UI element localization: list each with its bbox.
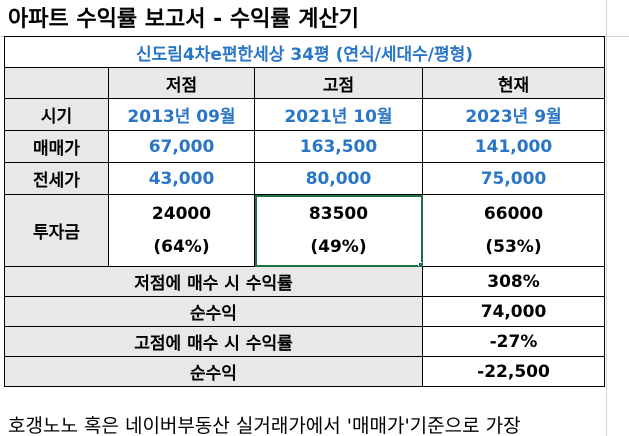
column-header-low[interactable]: 저점	[108, 67, 255, 99]
apartment-subtitle[interactable]: 신도림4차e편한세상 34평 (연식/세대수/평형)	[4, 36, 605, 68]
page-title: 아파트 수익률 보고서 - 수익률 계산기	[8, 7, 360, 32]
jeonse-now-cell[interactable]: 75,000	[422, 162, 605, 195]
invest-high-percent: (49%)	[310, 236, 367, 257]
summary-value-high-yield[interactable]: -27%	[422, 326, 605, 357]
invest-low-amount: 24000	[151, 203, 212, 224]
invest-high-amount: 83500	[308, 203, 369, 224]
row-label-investment[interactable]: 투자금	[4, 194, 109, 267]
summary-label-high-net-profit[interactable]: 순수익	[4, 356, 423, 387]
summary-value-high-net-profit[interactable]: -22,500	[422, 356, 605, 387]
sheet-gridline	[606, 0, 607, 436]
summary-value-low-net-profit[interactable]: 74,000	[422, 296, 605, 327]
yield-calculator-table: 신도림4차e편한세상 34평 (연식/세대수/평형) 저점 고점 현재 시기 2…	[4, 36, 605, 387]
row-label-sale-price[interactable]: 매매가	[4, 130, 109, 163]
period-low-cell[interactable]: 2013년 09월	[108, 98, 255, 131]
invest-low-cell[interactable]: 24000 (64%)	[108, 194, 255, 267]
header-corner-cell[interactable]	[4, 67, 109, 99]
invest-now-percent: (53%)	[485, 236, 542, 257]
summary-label-high-yield[interactable]: 고점에 매수 시 수익률	[4, 326, 423, 357]
sale-high-cell[interactable]: 163,500	[254, 130, 423, 163]
period-now-cell[interactable]: 2023년 9월	[422, 98, 605, 131]
jeonse-high-cell[interactable]: 80,000	[254, 162, 423, 195]
summary-label-low-yield[interactable]: 저점에 매수 시 수익률	[4, 266, 423, 297]
sale-now-cell[interactable]: 141,000	[422, 130, 605, 163]
row-label-period[interactable]: 시기	[4, 98, 109, 131]
instruction-text: 호갱노노 혹은 네이버부동산 실거래가에서 '매매가'기준으로 가장	[8, 415, 521, 436]
summary-label-low-net-profit[interactable]: 순수익	[4, 296, 423, 327]
sale-low-cell[interactable]: 67,000	[108, 130, 255, 163]
jeonse-low-cell[interactable]: 43,000	[108, 162, 255, 195]
period-high-cell[interactable]: 2021년 10월	[254, 98, 423, 131]
invest-now-amount: 66000	[483, 203, 544, 224]
invest-high-cell[interactable]: 83500 (49%)	[254, 194, 423, 267]
invest-now-cell[interactable]: 66000 (53%)	[422, 194, 605, 267]
column-header-high[interactable]: 고점	[254, 67, 423, 99]
invest-low-percent: (64%)	[153, 236, 210, 257]
row-label-jeonse-price[interactable]: 전세가	[4, 162, 109, 195]
column-header-now[interactable]: 현재	[422, 67, 605, 99]
summary-value-low-yield[interactable]: 308%	[422, 266, 605, 297]
